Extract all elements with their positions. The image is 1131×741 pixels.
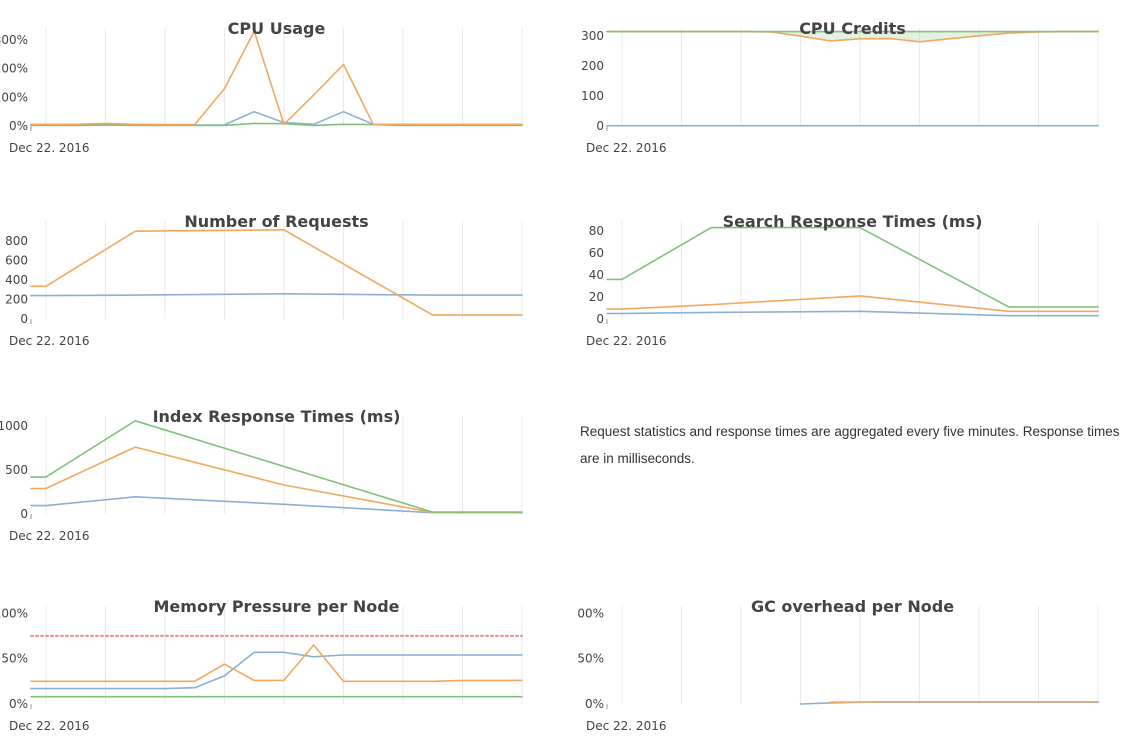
y-tick-label: 1000 — [0, 419, 28, 433]
y-tick-label: 0 — [20, 507, 28, 521]
series-orange-line — [30, 446, 523, 514]
y-tick-labels: 0 200 400 600 800 — [5, 234, 28, 326]
fill-band — [607, 31, 1098, 42]
y-tick-label: 60 — [589, 246, 604, 260]
y-tick-label: 50% — [577, 652, 604, 666]
y-tick-labels: 0% 50% 100% — [0, 606, 28, 711]
chart-canvas-cpu-usage: 0% 100% 200% 300% Dec 22. 2016 — [0, 28, 523, 155]
chart-title-gc-overhead-per-node: GC overhead per Node — [750, 597, 955, 616]
series-blue-line — [30, 293, 523, 297]
y-tick-label: 0% — [9, 697, 28, 711]
gridlines — [45, 221, 523, 319]
y-tick-label: 200% — [0, 62, 28, 76]
chart-title-search-response-times: Search Response Times (ms) — [722, 212, 983, 231]
date-label: Dec 22. 2016 — [9, 719, 89, 733]
chart-canvas-memory-pressure-per-node: 0% 50% 100% Dec 22. 2016 — [0, 606, 523, 733]
date-label: Dec 22. 2016 — [9, 334, 89, 348]
chart-title-cpu-usage: CPU Usage — [227, 19, 326, 38]
y-tick-label: 0 — [596, 119, 604, 133]
series-blue-line — [30, 496, 523, 514]
y-tick-label: 20 — [589, 290, 604, 304]
series-green-line — [606, 226, 1099, 308]
date-label: Dec 22. 2016 — [586, 334, 666, 348]
y-tick-label: 50% — [1, 652, 28, 666]
y-tick-label: 100% — [0, 606, 28, 620]
y-tick-labels: 0 100 200 300 — [581, 29, 604, 133]
series-orange-line — [30, 644, 523, 683]
chart-gc-overhead-per-node: GC overhead per Node 0% 50% 100% Dec 22. 20… — [577, 578, 1131, 741]
gridlines — [45, 416, 523, 514]
y-tick-label: 80 — [589, 224, 604, 238]
gridlines — [621, 606, 1099, 704]
y-tick-label: 0% — [9, 119, 28, 133]
y-tick-label: 0 — [596, 312, 604, 326]
series-blue-line — [30, 651, 523, 690]
series-green-line — [30, 419, 523, 513]
chart-canvas-number-of-requests: 0 200 400 600 800 Dec 22. 2016 — [5, 221, 523, 348]
y-tick-labels: 0 500 1000 — [0, 419, 28, 521]
aggregation-note: Request statistics and response times ar… — [580, 423, 1120, 466]
date-label: Dec 22. 2016 — [586, 141, 666, 155]
y-tick-label: 200 — [581, 59, 604, 73]
y-tick-label: 100% — [577, 606, 604, 620]
chart-canvas-gc-overhead-per-node: 0% 50% 100% Dec 22. 2016 — [577, 606, 1099, 733]
chart-cpu-usage: CPU Usage 0% 100% 200% 300% Dec 22. 2016 — [0, 0, 530, 163]
series-orange-line — [30, 30, 523, 126]
chart-title-memory-pressure-per-node: Memory Pressure per Node — [153, 597, 400, 616]
y-tick-label: 600 — [5, 253, 28, 267]
chart-memory-pressure-per-node: Memory Pressure per Node 0% 50% 100% Dec 22… — [0, 578, 530, 741]
y-tick-labels: 0% 100% 200% 300% — [0, 33, 28, 133]
y-tick-label: 0 — [20, 312, 28, 326]
chart-canvas-search-response-times: 0 20 40 60 80 Dec 22. 2016 — [586, 221, 1099, 348]
chart-title-number-of-requests: Number of Requests — [184, 212, 369, 231]
y-tick-label: 100% — [0, 90, 28, 104]
y-tick-label: 500 — [5, 463, 28, 477]
chart-canvas-cpu-credits: 0 100 200 300 Dec 22. 2016 — [581, 28, 1099, 155]
chart-title-index-response-times: Index Response Times (ms) — [152, 407, 401, 426]
y-tick-label: 0% — [585, 697, 604, 711]
y-tick-label: 100 — [581, 89, 604, 103]
chart-index-response-times: Index Response Times (ms) 0 500 1000 Dec 22… — [0, 388, 530, 551]
series-green-line — [30, 122, 523, 127]
gridlines — [45, 28, 523, 126]
date-label: Dec 22. 2016 — [586, 719, 666, 733]
gridlines — [621, 221, 1099, 319]
chart-number-of-requests: Number of Requests 0 200 400 600 800 Dec 22. … — [0, 193, 530, 356]
gridlines — [621, 28, 1099, 126]
chart-search-response-times: Search Response Times (ms) 0 20 40 60 80 Dec … — [577, 193, 1131, 356]
y-tick-label: 200 — [5, 292, 28, 306]
chart-canvas-index-response-times: 0 500 1000 Dec 22. 2016 — [0, 416, 523, 543]
y-tick-label: 300% — [0, 33, 28, 47]
series-orange-line — [606, 295, 1099, 313]
y-tick-labels: 0% 50% 100% — [577, 606, 604, 711]
series-blue-line — [606, 310, 1099, 317]
y-tick-label: 40 — [589, 268, 604, 282]
y-tick-labels: 0 20 40 60 80 — [589, 224, 604, 326]
date-label: Dec 22. 2016 — [9, 141, 89, 155]
y-tick-label: 400 — [5, 273, 28, 287]
chart-cpu-credits: CPU Credits 0 100 200 300 Dec 22. 2016 — [577, 0, 1131, 163]
chart-title-cpu-credits: CPU Credits — [799, 19, 906, 38]
y-tick-label: 300 — [581, 29, 604, 43]
y-tick-label: 800 — [5, 234, 28, 248]
date-label: Dec 22. 2016 — [9, 529, 89, 543]
series-orange-line — [30, 228, 523, 316]
